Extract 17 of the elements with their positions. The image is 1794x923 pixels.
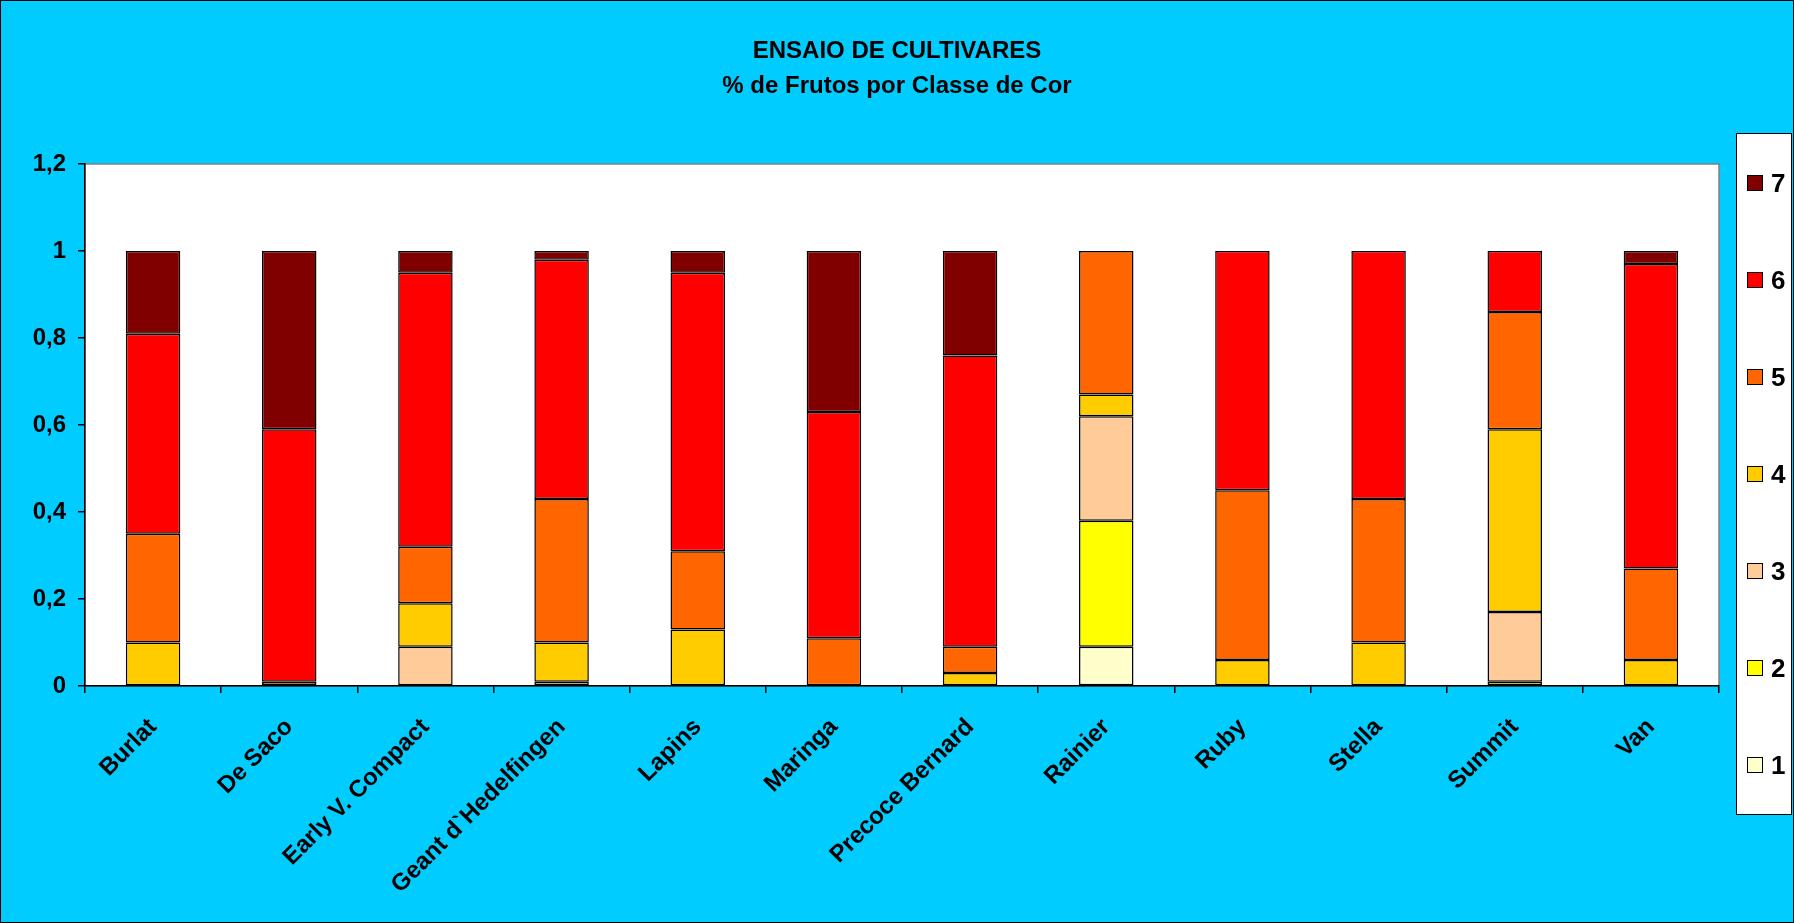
y-tick-label: 0 bbox=[52, 670, 66, 698]
y-tick-label: 1 bbox=[52, 235, 66, 263]
legend-label: 3 bbox=[1771, 556, 1786, 587]
y-tick-label: 1,2 bbox=[32, 148, 66, 176]
legend-label: 4 bbox=[1771, 458, 1786, 489]
y-tick-label: 0,6 bbox=[32, 409, 66, 437]
y-tick-label: 0,2 bbox=[32, 583, 66, 611]
y-tick-label: 0,8 bbox=[32, 322, 66, 350]
legend-label: 5 bbox=[1771, 361, 1786, 392]
legend-label: 1 bbox=[1771, 750, 1786, 781]
legend-label: 2 bbox=[1771, 653, 1786, 684]
x-tick-label: Van bbox=[1609, 712, 1660, 762]
chart-subtitle: % de Frutos por Classe de Cor bbox=[722, 70, 1072, 98]
y-tick-label: 0,4 bbox=[32, 496, 67, 524]
chart-title: ENSAIO DE CULTIVARES bbox=[752, 36, 1042, 64]
legend-label: 7 bbox=[1771, 167, 1786, 198]
legend-label: 6 bbox=[1771, 264, 1786, 295]
